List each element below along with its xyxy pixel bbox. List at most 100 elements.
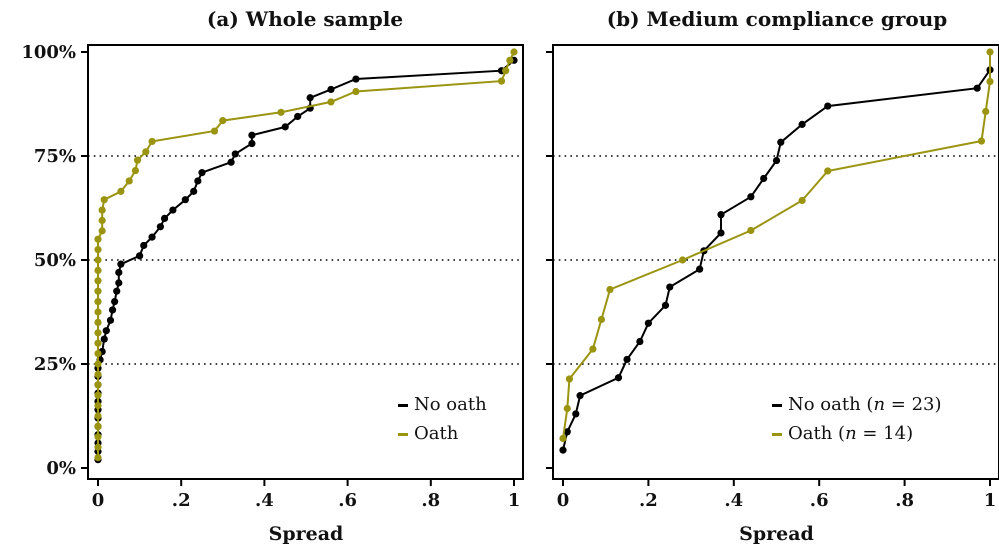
legend-entry: Oath xyxy=(398,423,459,444)
data-point xyxy=(219,117,227,125)
x-tick-label: 0 xyxy=(92,490,105,511)
legend-label: Oath xyxy=(414,423,459,444)
data-point xyxy=(181,196,189,204)
data-point xyxy=(576,392,584,400)
data-point xyxy=(94,350,102,358)
y-tick-label: 0% xyxy=(46,458,76,479)
legend-swatch xyxy=(772,433,782,436)
data-point xyxy=(982,107,990,116)
panel-a: (a) Whole sample 0% 25% 50% 75% 100% 0 .2 .4 .6 .8… xyxy=(21,7,524,545)
data-point xyxy=(169,206,177,214)
data-point xyxy=(106,316,115,324)
data-point xyxy=(108,306,117,314)
x-axis-label: Spread xyxy=(269,523,344,545)
data-point xyxy=(352,75,360,83)
data-point xyxy=(327,85,335,94)
x-tick-label: .6 xyxy=(810,490,829,511)
data-point xyxy=(277,108,285,116)
series-line xyxy=(562,52,991,439)
data-point xyxy=(94,443,102,451)
data-point xyxy=(133,156,142,164)
data-point xyxy=(115,268,123,277)
data-point xyxy=(661,301,670,309)
data-point xyxy=(94,256,102,264)
data-point xyxy=(102,327,110,335)
data-point xyxy=(94,454,102,462)
data-point xyxy=(94,339,102,347)
data-point xyxy=(986,48,994,56)
data-point xyxy=(717,211,725,219)
data-point xyxy=(824,102,832,110)
data-point xyxy=(100,196,108,204)
x-tick-label: .6 xyxy=(338,490,357,511)
data-point xyxy=(94,402,102,410)
series-oath xyxy=(94,48,518,462)
data-point xyxy=(606,285,614,294)
data-point xyxy=(94,235,102,243)
data-point xyxy=(248,139,256,148)
data-point xyxy=(100,335,108,343)
data-point xyxy=(327,98,335,106)
data-point xyxy=(111,298,119,306)
data-point xyxy=(131,166,140,175)
data-point xyxy=(772,156,781,165)
data-point xyxy=(717,229,725,237)
data-point xyxy=(210,127,219,135)
panel-title: (b) Medium compliance group xyxy=(607,7,948,31)
data-point xyxy=(117,187,125,195)
y-tick-label: 25% xyxy=(34,354,76,375)
y-tick-label: 50% xyxy=(34,250,76,271)
data-point xyxy=(190,187,198,195)
panel-b: (b) Medium compliance group 0 .2 .4 .6 .8 1 Spr… xyxy=(546,7,999,545)
series-line xyxy=(562,69,991,451)
legend-swatch xyxy=(398,404,408,407)
x-tick-label: .8 xyxy=(421,490,440,511)
data-point xyxy=(198,169,206,177)
data-point xyxy=(94,318,102,326)
data-point xyxy=(597,315,606,324)
data-point xyxy=(94,246,102,254)
data-point xyxy=(94,308,102,316)
data-point xyxy=(824,167,832,175)
data-point xyxy=(227,158,235,166)
data-point xyxy=(94,329,102,337)
data-point xyxy=(696,265,704,273)
data-point xyxy=(136,252,144,260)
data-point xyxy=(559,446,567,454)
data-point xyxy=(510,48,518,56)
data-point xyxy=(140,241,148,250)
data-point xyxy=(281,123,289,131)
data-point xyxy=(142,148,150,156)
legend-entry: No oath (n = 23) xyxy=(772,394,942,415)
data-point xyxy=(506,56,514,64)
data-point xyxy=(565,375,574,383)
x-tick-label: 0 xyxy=(557,490,570,511)
x-tick-label: .8 xyxy=(895,490,914,511)
data-point xyxy=(306,94,314,102)
data-point xyxy=(125,177,133,185)
data-point xyxy=(156,223,164,231)
data-point xyxy=(94,433,102,441)
legend-label: Oath (n = 14) xyxy=(788,423,913,444)
data-point xyxy=(294,112,302,121)
data-point xyxy=(98,216,106,225)
x-tick-label: .2 xyxy=(639,490,658,511)
data-point xyxy=(563,428,571,436)
data-point xyxy=(248,131,256,139)
legend-swatch xyxy=(398,433,408,436)
legend-label: No oath xyxy=(414,394,487,415)
data-point xyxy=(986,77,994,86)
data-point xyxy=(352,87,360,96)
plot-frame xyxy=(87,44,524,480)
data-point xyxy=(777,138,785,146)
data-point xyxy=(98,206,106,214)
data-point xyxy=(559,434,567,443)
data-point xyxy=(760,174,768,183)
plot-frame xyxy=(552,44,999,480)
data-point xyxy=(798,196,806,205)
legend-entry: Oath (n = 14) xyxy=(772,423,913,444)
legend-swatch xyxy=(772,404,782,407)
x-tick-label: 1 xyxy=(984,490,997,511)
data-point xyxy=(94,391,102,399)
data-point xyxy=(636,337,644,346)
